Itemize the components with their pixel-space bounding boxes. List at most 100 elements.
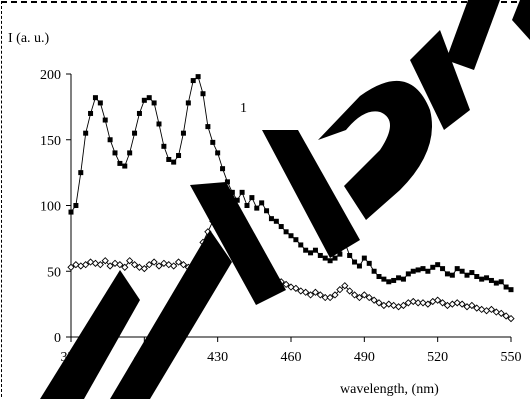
- series-1-point-58: [352, 259, 358, 265]
- series-2-point-55: [336, 286, 344, 294]
- series-2-point-62: [370, 296, 378, 304]
- series-2-point-80: [458, 300, 466, 308]
- watermark-stroke-h: [512, 0, 530, 40]
- x-tick-label-6: 550: [501, 350, 522, 365]
- series-1-point-22: [176, 153, 182, 159]
- series-1-point-6: [97, 100, 103, 106]
- series-1-point-52: [322, 255, 328, 261]
- series-1-point-78: [449, 272, 455, 278]
- axes: [66, 73, 512, 342]
- series-1-point-55: [337, 251, 343, 257]
- watermark-stroke-c: [190, 182, 286, 305]
- series-2-point-3: [82, 261, 90, 269]
- series-2-point-23: [179, 261, 188, 269]
- series-1-point-87: [493, 280, 499, 286]
- series-1-point-32: [224, 179, 230, 185]
- series-1-point-14: [136, 110, 142, 116]
- series-2-point-71: [414, 299, 422, 307]
- series-1-point-70: [410, 268, 416, 274]
- series-2-point-15: [140, 264, 148, 273]
- series-1-point-75: [435, 262, 441, 268]
- series-2-point-54: [331, 291, 339, 299]
- series-1-point-29: [210, 139, 216, 145]
- series-1-point-33: [229, 189, 235, 195]
- series-1-point-60: [361, 255, 367, 261]
- series-1-point-24: [185, 100, 191, 106]
- series-2-point-53: [326, 293, 334, 302]
- series-1-point-57: [347, 252, 353, 258]
- series-2-point-12: [126, 257, 134, 265]
- series-2-point-0: [67, 263, 75, 271]
- series-2-point-89: [502, 312, 510, 320]
- series-1-point-25: [190, 78, 196, 84]
- series-1-point-35: [239, 189, 245, 195]
- series-1-point-42: [273, 218, 279, 224]
- series-1-point-83: [474, 274, 480, 280]
- watermark-stroke-g: [446, 0, 500, 70]
- watermark-stroke-e: [318, 80, 432, 220]
- series-2-point-68: [399, 301, 408, 310]
- x-tick-label-4: 490: [354, 350, 375, 365]
- series-1-point-34: [234, 197, 240, 203]
- series-1-point-63: [376, 274, 382, 280]
- series-2-point-44: [282, 280, 290, 289]
- series-1-point-74: [430, 264, 436, 270]
- series-2-point-17: [150, 258, 158, 266]
- series-1-point-36: [244, 203, 250, 208]
- series-2-point-82: [468, 301, 476, 310]
- series-1-point-59: [356, 263, 362, 269]
- series-1-point-26: [195, 74, 201, 80]
- series-2-point-56: [341, 282, 349, 290]
- series-1-point-69: [405, 271, 411, 277]
- series-2-point-86: [487, 305, 496, 314]
- series-2-point-50: [311, 288, 320, 296]
- series-1-point-20: [166, 156, 172, 162]
- series-2-point-18: [155, 262, 163, 270]
- series-1-point-77: [444, 271, 450, 277]
- series-1-point-30: [215, 150, 221, 156]
- series-2-point-58: [350, 291, 359, 299]
- series-1-point-43: [278, 224, 284, 230]
- series-1-point-81: [464, 272, 470, 278]
- y-tick-label-0: 0: [54, 331, 61, 346]
- series-1-point-12: [127, 150, 133, 156]
- series-2-point-73: [424, 300, 432, 308]
- series-2-point-16: [145, 261, 153, 269]
- series-2-point-57: [346, 287, 354, 295]
- series-2-point-76: [438, 299, 447, 307]
- series-1-point-88: [498, 279, 504, 285]
- series-1-point-53: [327, 258, 333, 264]
- series-1-point-5: [92, 95, 98, 101]
- series-1-point-40: [264, 208, 270, 214]
- series-1-point-15: [141, 97, 147, 103]
- series-1-point-61: [366, 260, 372, 266]
- series-2-point-46: [292, 284, 300, 292]
- series-2-point-52: [321, 293, 329, 302]
- series-1-point-82: [469, 270, 475, 276]
- series-2-point-90: [507, 314, 515, 323]
- series-1-point-68: [400, 276, 406, 282]
- series-1-point-65: [386, 279, 392, 285]
- series-1-point-46: [293, 237, 299, 243]
- series-2-point-63: [375, 299, 383, 307]
- series-2-point-61: [365, 293, 373, 302]
- series-2-point-7: [101, 257, 109, 265]
- series-1-point-72: [420, 266, 426, 272]
- series-2-point-59: [355, 293, 364, 302]
- series-1-point-64: [381, 276, 387, 282]
- series-1-point-39: [259, 200, 265, 206]
- watermark-stroke-b: [110, 230, 232, 399]
- series-1-point-19: [161, 143, 167, 149]
- series-1-point-8: [107, 137, 113, 143]
- series-2-point-13: [130, 261, 139, 269]
- series-1: [68, 74, 514, 293]
- watermark-shapes: [40, 0, 530, 399]
- series-1-point-21: [171, 159, 177, 165]
- series-1-point-48: [303, 247, 309, 253]
- series-2-point-51: [316, 291, 324, 299]
- series-1-point-23: [180, 130, 186, 136]
- series-1-point-17: [151, 100, 157, 106]
- series-2-point-88: [497, 309, 505, 317]
